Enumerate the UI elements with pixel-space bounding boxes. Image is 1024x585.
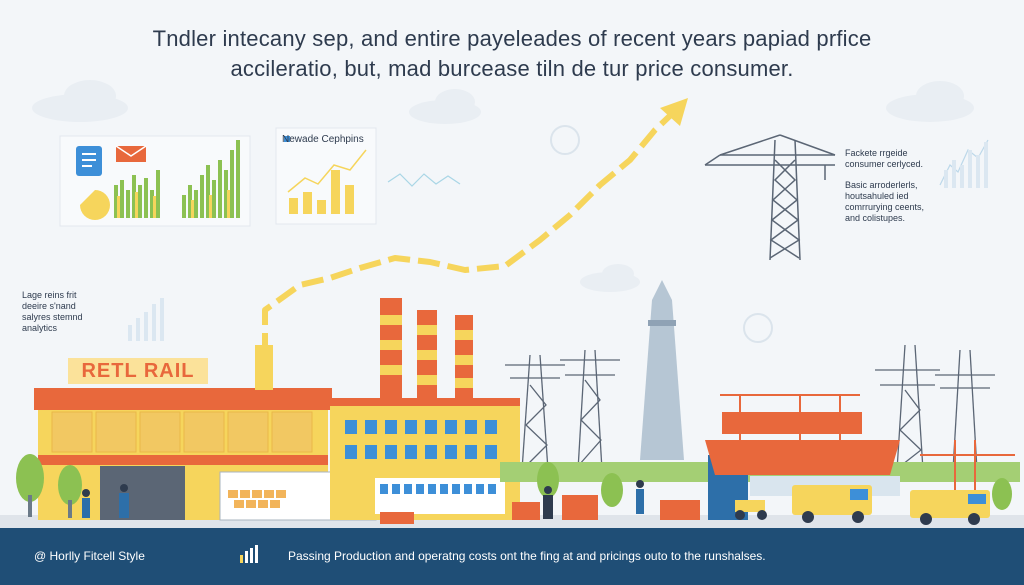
note-right-bottom-line: houtsahuled ied xyxy=(845,191,909,201)
harbor-crane-right xyxy=(920,440,1015,490)
footer-brand: @ Horlly Fitcell Style xyxy=(34,549,145,563)
crane-deck xyxy=(722,412,862,434)
note-right-top: Fackete rrgeide consumer cerlyced. xyxy=(845,148,923,170)
sparkline-faint xyxy=(387,173,461,187)
dashboard-card-title: Newade Cephpins xyxy=(282,134,364,145)
cloud-shapes xyxy=(32,80,974,292)
note-left: Lage reins frit deeire s'nand salyres st… xyxy=(22,290,83,334)
people-figures xyxy=(82,480,644,519)
delivery-van-2 xyxy=(910,490,990,525)
note-left-line: salyres stemnd xyxy=(22,312,83,322)
retail-sign: RETL RAIL xyxy=(68,358,208,384)
observation-tower xyxy=(640,280,684,460)
scooter xyxy=(735,500,767,520)
faint-bars-right xyxy=(944,142,988,188)
note-left-line: analytics xyxy=(22,323,58,333)
note-right-bottom-line: Basic arroderlerls, xyxy=(845,180,918,190)
bar-chart-icon xyxy=(240,545,258,563)
note-right-bottom-line: and colistupes. xyxy=(845,213,906,223)
faint-bars-left xyxy=(128,298,164,341)
footer-message: Passing Production and operatng costs on… xyxy=(288,549,766,563)
note-left-line: Lage reins frit xyxy=(22,290,77,300)
headline-line-2: accileratio, but, mad burcease tiln de t… xyxy=(230,56,794,81)
cargo-crates xyxy=(380,495,700,524)
note-left-line: deeire s'nand xyxy=(22,301,76,311)
trees xyxy=(16,454,1012,518)
headline-line-1: Tndler intecany sep, and entire payelead… xyxy=(152,26,872,51)
note-right-top-line: consumer cerlyced. xyxy=(845,159,924,169)
crane-tower-icon xyxy=(704,134,836,261)
retail-building xyxy=(34,388,377,521)
footer-bar: @ Horlly Fitcell Style Passing Productio… xyxy=(0,528,1024,585)
growth-arrow-head xyxy=(660,98,688,126)
note-right-bottom: Basic arroderlerls, houtsahuled ied comr… xyxy=(845,180,924,224)
growth-trend-arrow xyxy=(262,107,679,385)
dashboard-card-bars xyxy=(59,135,251,227)
headline: Tndler intecany sep, and entire payelead… xyxy=(0,24,1024,84)
factory-building xyxy=(255,298,520,520)
note-right-top-line: Fackete rrgeide xyxy=(845,148,908,158)
delivery-van-1 xyxy=(792,485,872,523)
faint-icon-circle xyxy=(550,125,580,155)
faint-icon-circle-2 xyxy=(743,313,773,343)
note-right-bottom-line: comrrurying ceents, xyxy=(845,202,925,212)
dashboard-card-growth xyxy=(275,127,377,225)
